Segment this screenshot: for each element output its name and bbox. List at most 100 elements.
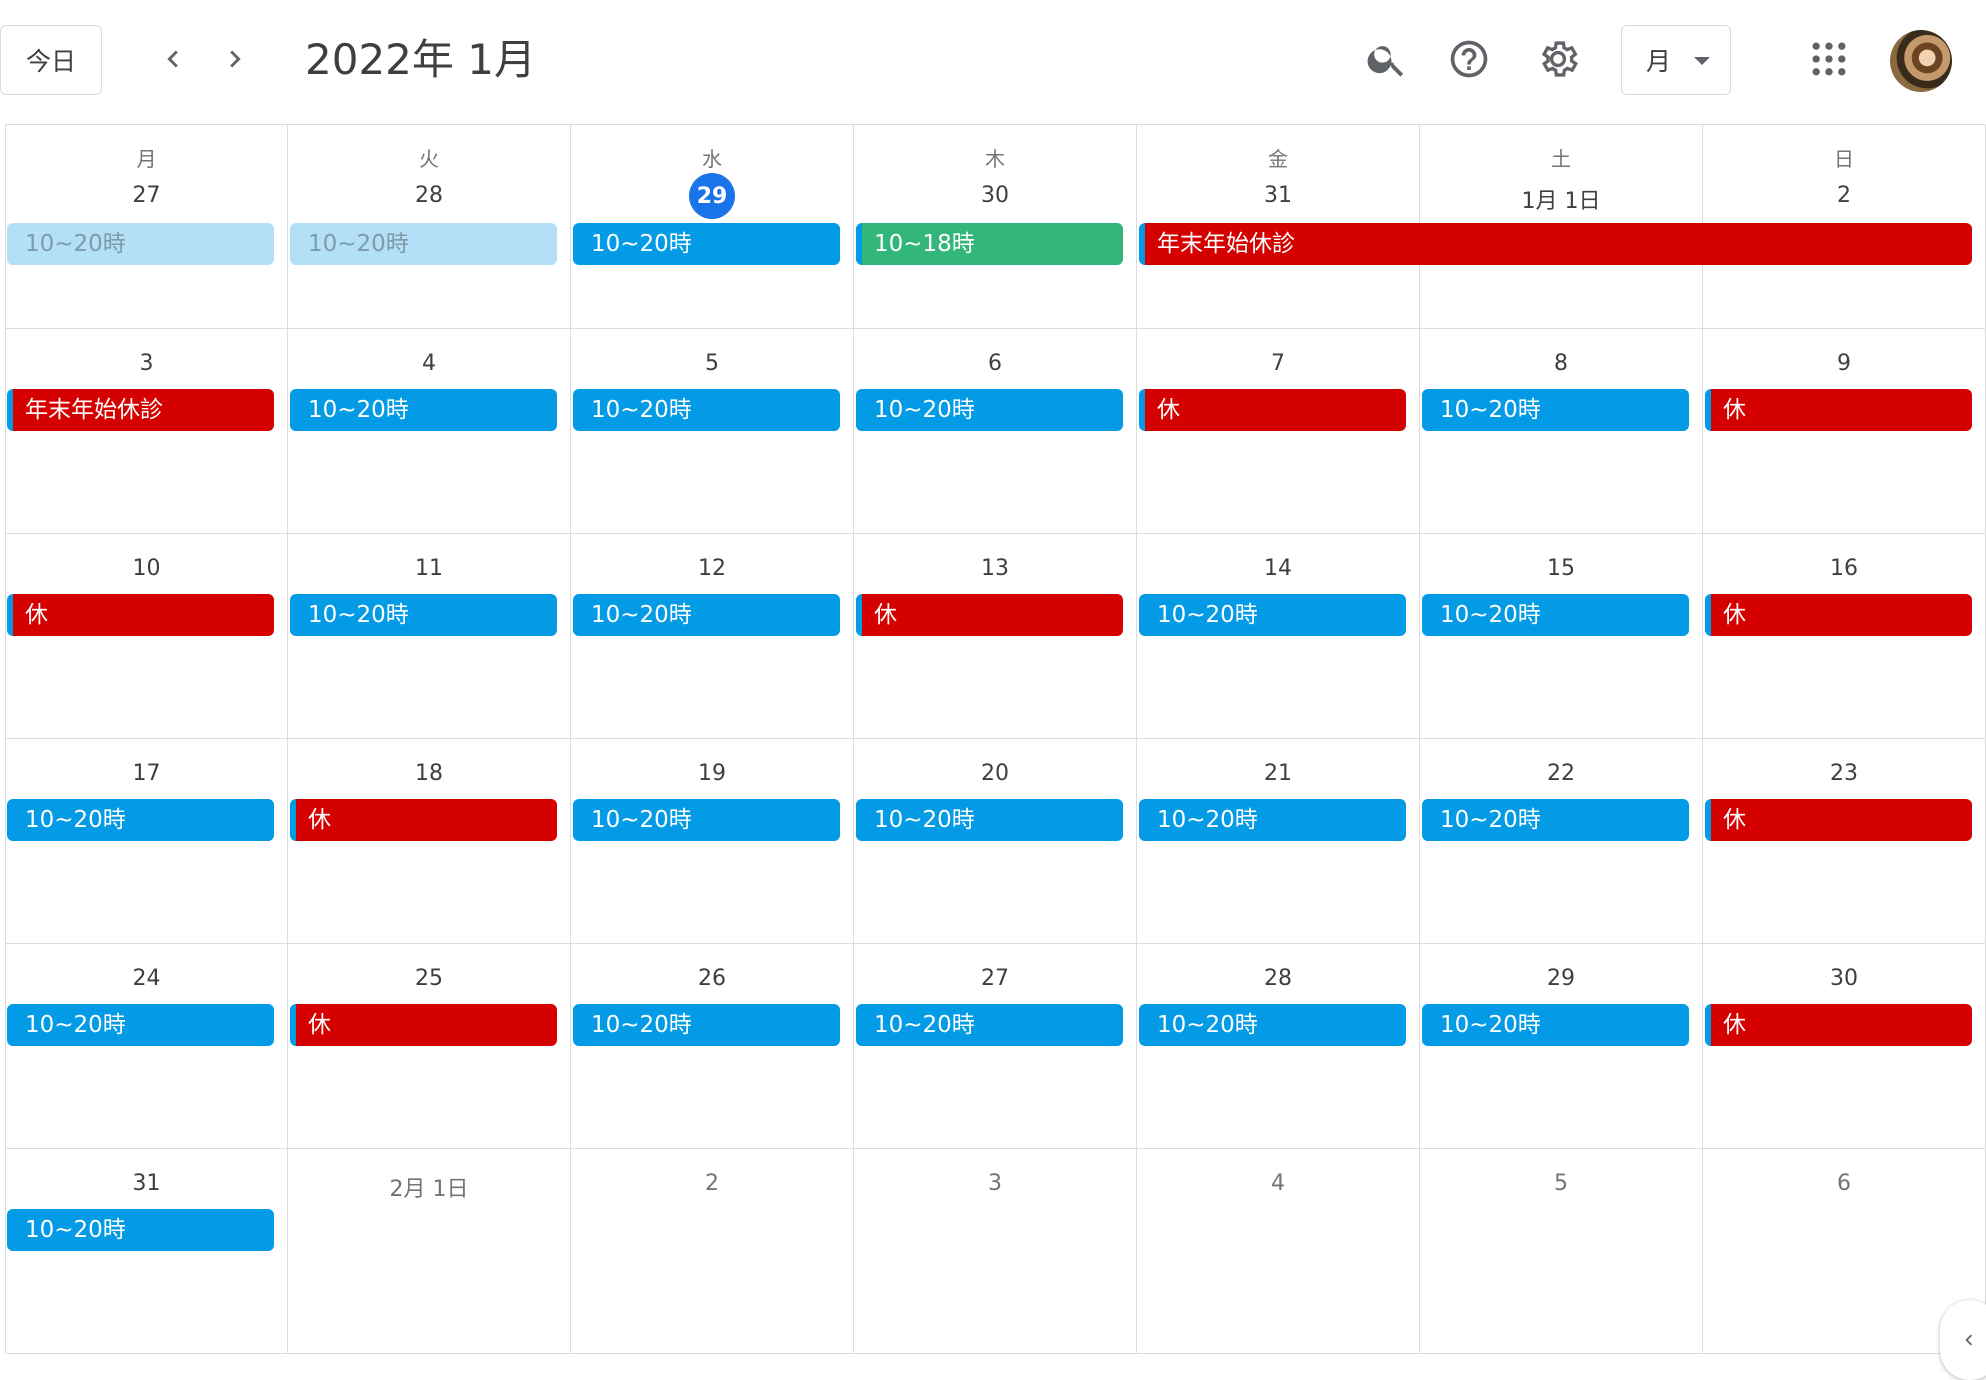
date-number[interactable]: 3 xyxy=(139,351,154,376)
event-chip[interactable]: 10~20時 xyxy=(573,223,840,265)
day-cell[interactable]: 19 xyxy=(571,739,854,944)
date-number[interactable]: 28 xyxy=(415,183,443,208)
day-cell[interactable]: 12 xyxy=(571,534,854,739)
day-cell[interactable]: 23 xyxy=(1703,739,1986,944)
date-number[interactable]: 31 xyxy=(132,1171,161,1196)
date-number[interactable]: 11 xyxy=(415,556,443,581)
prev-month-button[interactable] xyxy=(148,34,198,84)
event-chip[interactable]: 10~20時 xyxy=(290,223,557,265)
day-cell[interactable]: 9 xyxy=(1703,329,1986,534)
day-cell[interactable]: 26 xyxy=(571,944,854,1149)
date-number[interactable]: 3 xyxy=(988,1171,1002,1196)
date-number[interactable]: 14 xyxy=(1264,556,1292,581)
event-chip[interactable]: 休 xyxy=(1705,1004,1972,1046)
event-chip[interactable]: 休 xyxy=(290,799,557,841)
day-cell[interactable]: 27 xyxy=(854,944,1137,1149)
date-number[interactable]: 20 xyxy=(981,761,1009,786)
day-cell[interactable]: 火 28 xyxy=(288,125,571,329)
settings-button[interactable] xyxy=(1529,30,1587,88)
date-number[interactable]: 24 xyxy=(132,966,161,991)
date-number[interactable]: 27 xyxy=(981,966,1009,991)
date-number[interactable]: 18 xyxy=(415,761,443,786)
event-chip[interactable]: 休 xyxy=(290,1004,557,1046)
date-number[interactable]: 8 xyxy=(1554,351,1568,376)
event-chip[interactable]: 10~20時 xyxy=(856,389,1123,431)
event-chip[interactable]: 10~20時 xyxy=(856,799,1123,841)
help-button[interactable] xyxy=(1440,30,1498,88)
date-number[interactable]: 1月 1日 xyxy=(1521,189,1601,214)
date-number[interactable]: 6 xyxy=(1837,1171,1851,1196)
day-cell[interactable]: 11 xyxy=(288,534,571,739)
day-cell[interactable]: 20 xyxy=(854,739,1137,944)
date-number[interactable]: 4 xyxy=(1271,1171,1285,1196)
day-cell[interactable]: 木 30 xyxy=(854,125,1137,329)
day-cell[interactable]: 6 xyxy=(854,329,1137,534)
date-number[interactable]: 9 xyxy=(1837,351,1851,376)
day-cell[interactable]: 18 xyxy=(288,739,571,944)
event-chip[interactable]: 休 xyxy=(7,594,274,636)
day-cell[interactable]: 水 29 xyxy=(571,125,854,329)
date-number[interactable]: 21 xyxy=(1264,761,1292,786)
day-cell[interactable]: 13 xyxy=(854,534,1137,739)
event-chip[interactable]: 年末年始休診 xyxy=(1139,223,1972,265)
event-chip[interactable]: 10~20時 xyxy=(290,389,557,431)
day-cell[interactable]: 15 xyxy=(1420,534,1703,739)
day-cell[interactable]: 2月 1日 xyxy=(288,1149,571,1354)
day-cell[interactable]: 29 xyxy=(1420,944,1703,1149)
apps-button[interactable] xyxy=(1800,30,1858,88)
event-chip[interactable]: 10~20時 xyxy=(1139,799,1406,841)
event-chip[interactable]: 10~20時 xyxy=(1422,594,1689,636)
today-date-number[interactable]: 29 xyxy=(689,173,735,219)
day-cell[interactable]: 25 xyxy=(288,944,571,1149)
date-number[interactable]: 15 xyxy=(1547,556,1575,581)
date-number[interactable]: 16 xyxy=(1830,556,1858,581)
day-cell[interactable]: 4 xyxy=(1137,1149,1420,1354)
date-number[interactable]: 30 xyxy=(981,183,1009,208)
date-number[interactable]: 19 xyxy=(698,761,726,786)
date-number[interactable]: 2 xyxy=(705,1171,719,1196)
day-cell[interactable]: 30 xyxy=(1703,944,1986,1149)
date-number[interactable]: 12 xyxy=(698,556,726,581)
date-number[interactable]: 22 xyxy=(1547,761,1575,786)
event-chip[interactable]: 休 xyxy=(1705,594,1972,636)
event-chip[interactable]: 10~20時 xyxy=(7,1004,274,1046)
date-number[interactable]: 5 xyxy=(705,351,719,376)
date-number[interactable]: 5 xyxy=(1554,1171,1568,1196)
day-cell[interactable]: 4 xyxy=(288,329,571,534)
day-cell[interactable]: 8 xyxy=(1420,329,1703,534)
event-chip[interactable]: 10~20時 xyxy=(1422,1004,1689,1046)
date-number[interactable]: 26 xyxy=(698,966,726,991)
day-cell[interactable]: 2 xyxy=(571,1149,854,1354)
date-number[interactable]: 25 xyxy=(415,966,443,991)
day-cell[interactable]: 22 xyxy=(1420,739,1703,944)
event-chip[interactable]: 10~20時 xyxy=(1139,594,1406,636)
event-chip[interactable]: 10~20時 xyxy=(7,223,274,265)
date-number[interactable]: 27 xyxy=(132,183,161,208)
event-chip[interactable]: 10~20時 xyxy=(1422,799,1689,841)
event-chip[interactable]: 休 xyxy=(1705,389,1972,431)
date-number[interactable]: 13 xyxy=(981,556,1009,581)
date-number[interactable]: 28 xyxy=(1264,966,1292,991)
day-cell[interactable]: 24 xyxy=(5,944,288,1149)
event-chip[interactable]: 10~20時 xyxy=(573,1004,840,1046)
day-cell[interactable]: 10 xyxy=(5,534,288,739)
day-cell[interactable]: 3 xyxy=(5,329,288,534)
event-chip[interactable]: 休 xyxy=(1139,389,1406,431)
day-cell[interactable]: 16 xyxy=(1703,534,1986,739)
search-button[interactable] xyxy=(1358,30,1416,88)
event-chip[interactable]: 年末年始休診 xyxy=(7,389,274,431)
date-number[interactable]: 2月 1日 xyxy=(389,1177,469,1202)
date-number[interactable]: 31 xyxy=(1264,183,1292,208)
day-cell[interactable]: 7 xyxy=(1137,329,1420,534)
event-chip[interactable]: 10~18時 xyxy=(856,223,1123,265)
date-number[interactable]: 10 xyxy=(132,556,161,581)
day-cell[interactable]: 28 xyxy=(1137,944,1420,1149)
view-selector[interactable]: 月 xyxy=(1621,25,1731,95)
event-chip[interactable]: 休 xyxy=(1705,799,1972,841)
event-chip[interactable]: 10~20時 xyxy=(573,799,840,841)
date-number[interactable]: 17 xyxy=(132,761,161,786)
side-panel-toggle[interactable] xyxy=(1940,1300,1986,1380)
event-chip[interactable]: 10~20時 xyxy=(1139,1004,1406,1046)
day-cell[interactable]: 14 xyxy=(1137,534,1420,739)
event-chip[interactable]: 休 xyxy=(856,594,1123,636)
